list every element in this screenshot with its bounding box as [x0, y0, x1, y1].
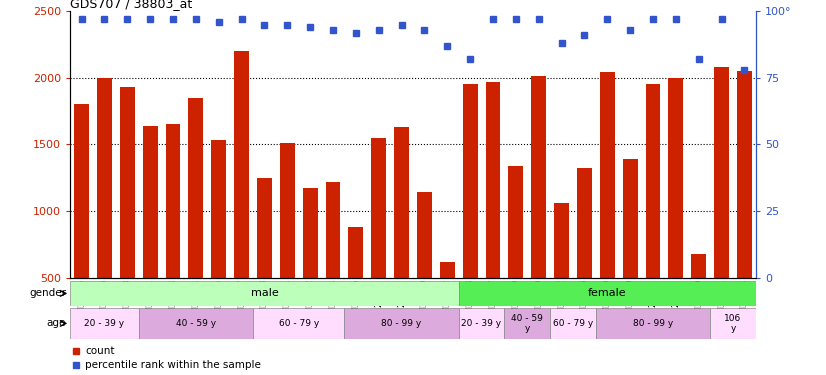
Bar [139, 308, 253, 339]
Bar [623, 159, 638, 278]
Bar [372, 138, 386, 278]
Text: age: age [47, 318, 66, 328]
Bar [120, 87, 135, 278]
Bar [211, 140, 226, 278]
Bar [166, 124, 180, 278]
Text: 60 - 79 y: 60 - 79 y [553, 319, 593, 328]
Bar [463, 84, 477, 278]
Bar [691, 254, 706, 278]
Text: 106
y: 106 y [724, 314, 742, 333]
Bar [235, 51, 249, 278]
Text: 80 - 99 y: 80 - 99 y [382, 319, 422, 328]
Bar [70, 308, 139, 339]
Bar [394, 127, 409, 278]
Bar [550, 308, 596, 339]
Bar [600, 72, 615, 278]
Bar [74, 104, 89, 278]
Text: female: female [588, 288, 627, 298]
Bar [188, 98, 203, 278]
Bar [486, 82, 501, 278]
Bar [577, 168, 591, 278]
Bar [458, 308, 505, 339]
Bar [344, 308, 458, 339]
Text: 40 - 59
y: 40 - 59 y [511, 314, 544, 333]
Text: percentile rank within the sample: percentile rank within the sample [85, 360, 261, 370]
Bar [257, 178, 272, 278]
Bar [325, 182, 340, 278]
Bar [668, 78, 683, 278]
Bar [531, 76, 546, 278]
Bar [349, 227, 363, 278]
Bar [596, 308, 710, 339]
Bar [280, 143, 295, 278]
Text: 20 - 39 y: 20 - 39 y [462, 319, 501, 328]
Text: gender: gender [29, 288, 66, 298]
Bar [440, 261, 454, 278]
Bar [303, 188, 317, 278]
Bar [737, 71, 752, 278]
Bar [505, 308, 550, 339]
Bar [458, 281, 756, 306]
Text: 20 - 39 y: 20 - 39 y [84, 319, 125, 328]
Text: count: count [85, 346, 115, 356]
Bar [70, 281, 458, 306]
Bar [509, 166, 523, 278]
Text: male: male [250, 288, 278, 298]
Text: 40 - 59 y: 40 - 59 y [176, 319, 216, 328]
Text: 80 - 99 y: 80 - 99 y [633, 319, 673, 328]
Bar [417, 192, 432, 278]
Bar [646, 84, 660, 278]
Text: GDS707 / 38803_at: GDS707 / 38803_at [69, 0, 192, 10]
Bar [143, 126, 158, 278]
Bar [710, 308, 756, 339]
Bar [253, 308, 344, 339]
Bar [97, 78, 112, 278]
Text: 60 - 79 y: 60 - 79 y [278, 319, 319, 328]
Bar [554, 203, 569, 278]
Bar [714, 67, 729, 278]
